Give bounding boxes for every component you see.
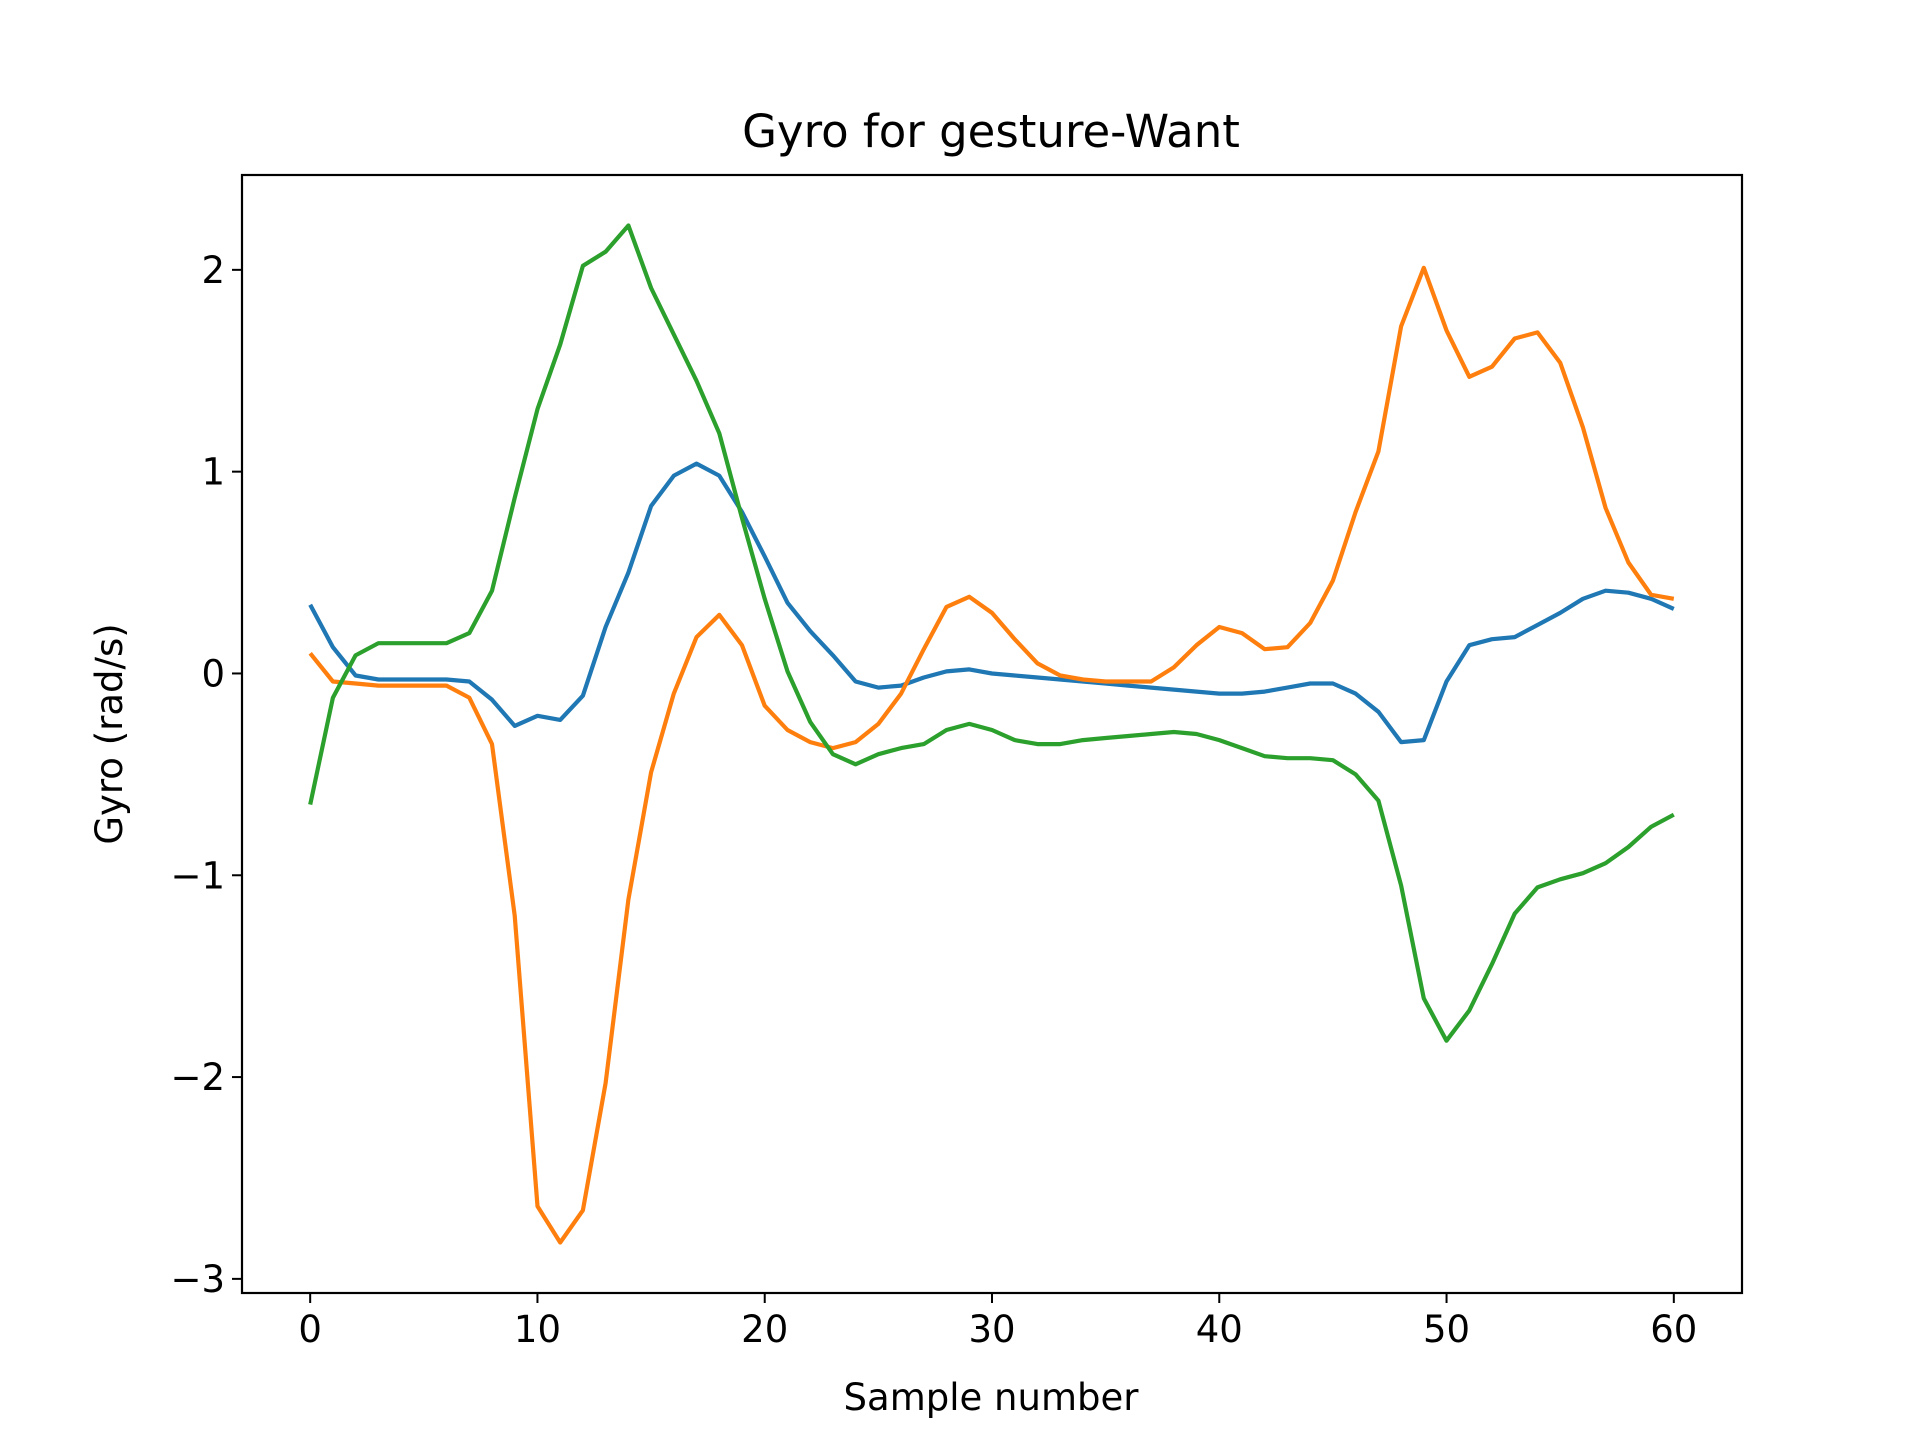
x-tick-label: 0 [298, 1308, 322, 1351]
y-axis-ticks: −3 −2 −1 0 1 2 [170, 249, 242, 1301]
series-line-1 [308, 461, 1675, 745]
y-axis-label: Gyro (rad/s) [88, 623, 131, 844]
chart-title: Gyro for gesture-Want [742, 105, 1240, 158]
y-tick-label: 2 [201, 249, 225, 292]
series-lines [308, 223, 1675, 1245]
y-tick-label: 0 [201, 652, 225, 695]
x-tick-label: 40 [1196, 1308, 1243, 1351]
x-tick-label: 20 [741, 1308, 788, 1351]
x-tick-label: 50 [1423, 1308, 1470, 1351]
y-tick-label: −3 [170, 1258, 225, 1301]
y-tick-label: −2 [170, 1056, 225, 1099]
y-tick-label: 1 [201, 451, 225, 494]
series-line-3 [308, 223, 1675, 1043]
x-axis-label: Sample number [844, 1376, 1140, 1419]
y-tick-label: −1 [170, 854, 225, 897]
x-axis-ticks: 0 10 20 30 40 50 60 [298, 1293, 1697, 1351]
series-line-2 [308, 265, 1675, 1245]
x-tick-label: 60 [1650, 1308, 1697, 1351]
x-tick-label: 10 [514, 1308, 561, 1351]
x-tick-label: 30 [968, 1308, 1015, 1351]
